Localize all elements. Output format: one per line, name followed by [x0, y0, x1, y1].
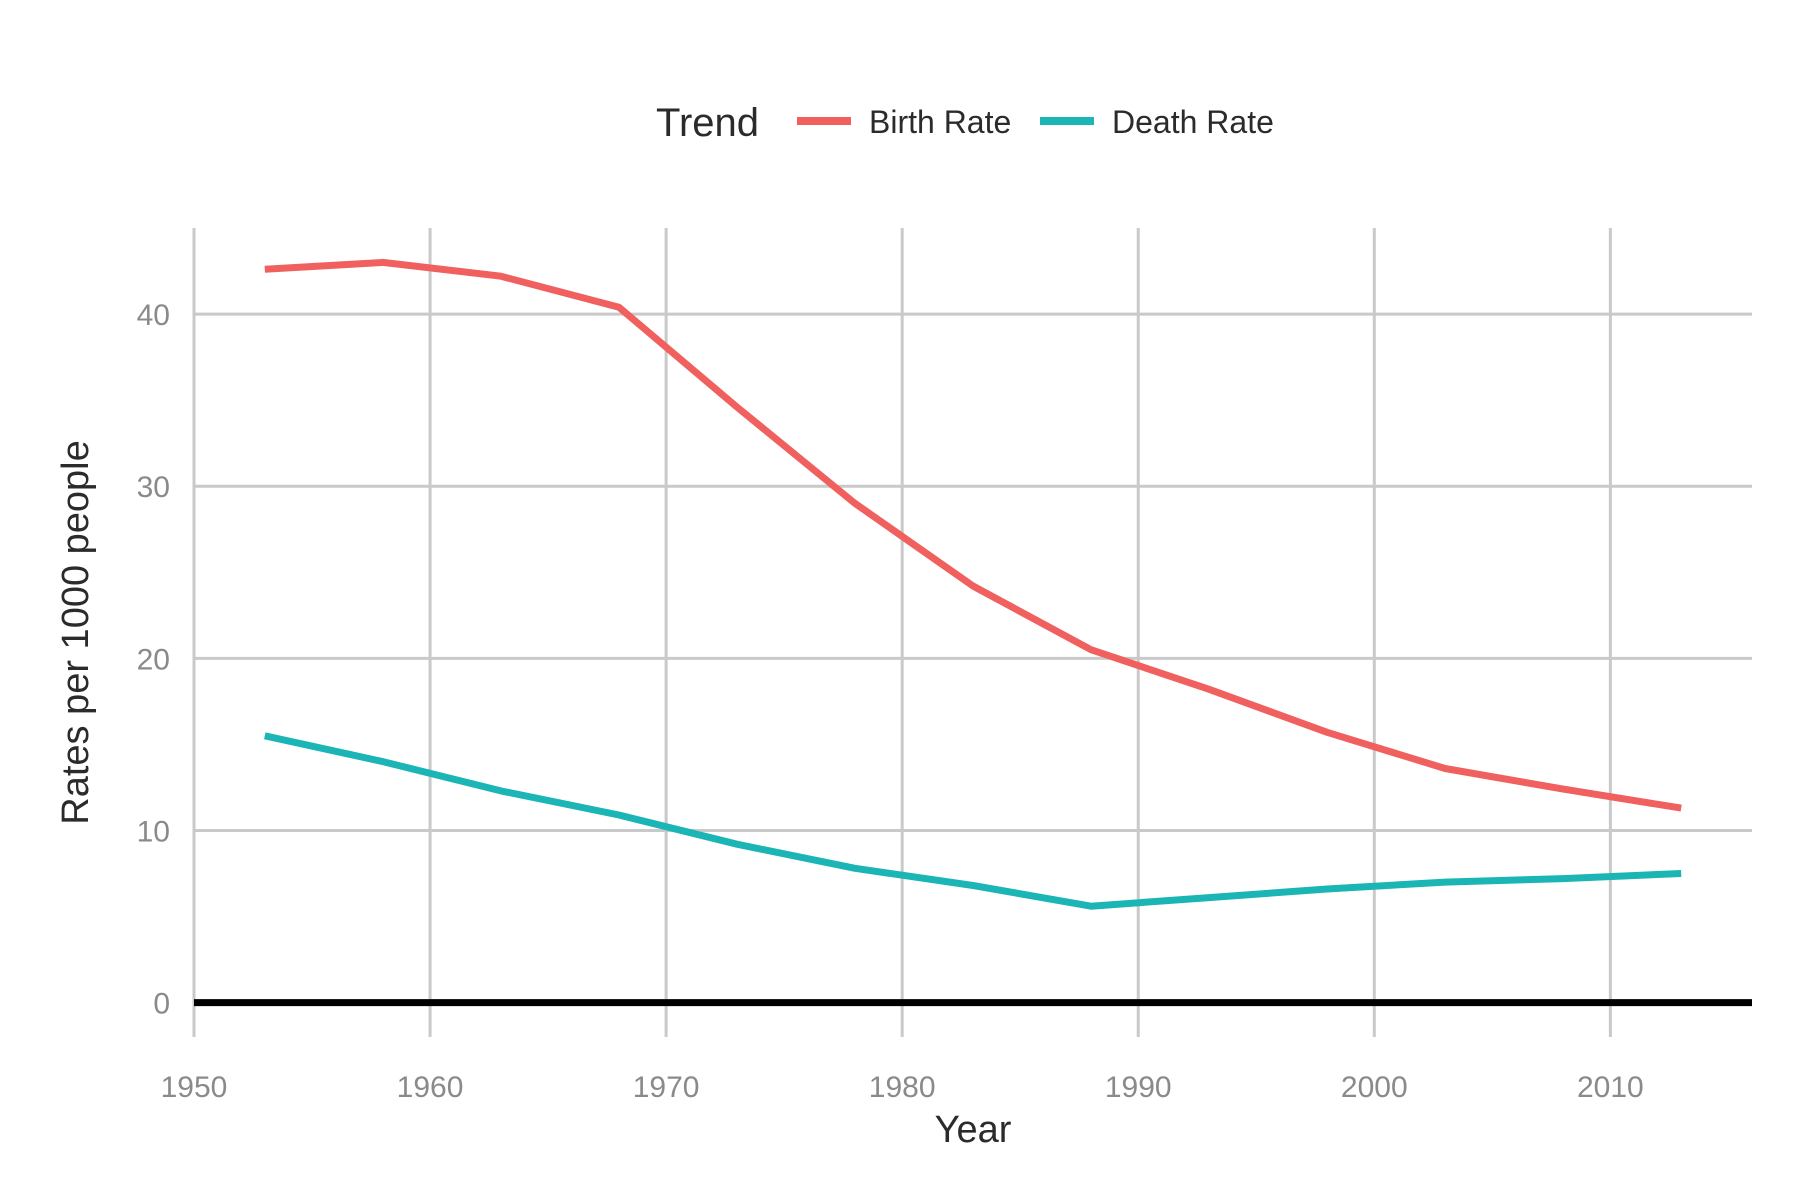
legend-label-death-rate: Death Rate — [1112, 104, 1274, 140]
x-tick-label: 2010 — [1577, 1071, 1644, 1104]
y-tick-label: 20 — [137, 643, 170, 676]
y-tick-label: 10 — [137, 815, 170, 848]
x-axis-title: Year — [935, 1109, 1012, 1151]
legend-items: Birth Rate Death Rate — [797, 104, 1274, 140]
x-tick-label: 1950 — [161, 1071, 228, 1104]
x-axis-ticks: 1950 1960 1970 1980 1990 2000 2010 — [161, 1071, 1644, 1104]
x-tick-label: 1980 — [869, 1071, 936, 1104]
x-tick-label: 1960 — [397, 1071, 464, 1104]
y-tick-label: 0 — [153, 988, 170, 1021]
x-tick-label: 2000 — [1341, 1071, 1408, 1104]
y-axis-title: Rates per 1000 people — [55, 440, 97, 825]
y-tick-label: 30 — [137, 471, 170, 504]
series-line-death-rate — [264, 732, 1682, 910]
y-tick-label: 40 — [137, 299, 170, 332]
y-axis-ticks: 0 10 20 30 40 — [137, 299, 170, 1021]
series-lines — [264, 258, 1682, 910]
legend: Trend Birth Rate Death Rate — [656, 101, 1274, 145]
legend-title: Trend — [656, 101, 759, 145]
legend-label-birth-rate: Birth Rate — [869, 104, 1011, 140]
grid — [192, 228, 1752, 1037]
x-tick-label: 1990 — [1105, 1071, 1172, 1104]
x-tick-label: 1970 — [633, 1071, 700, 1104]
series-line-birth-rate — [264, 258, 1682, 812]
